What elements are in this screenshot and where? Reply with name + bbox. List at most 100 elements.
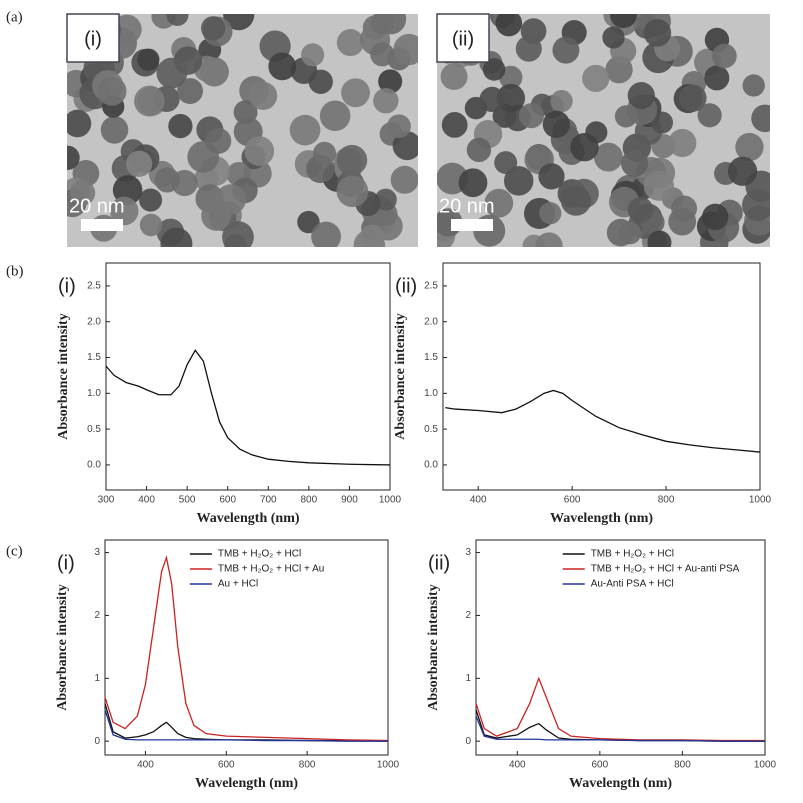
x-axis-label: Wavelength (nm) [569,776,672,791]
particle [627,82,655,110]
particle [582,64,610,93]
x-tick-label: 300 [98,495,115,506]
particle [621,149,649,177]
x-tick-label: 800 [299,760,316,771]
particle [154,167,180,193]
x-tick-label: 500 [179,495,196,506]
particle [643,170,674,201]
particle [643,18,672,47]
x-tick-label: 400 [137,760,154,771]
y-tick-label: 1 [94,673,100,684]
y-tick-label: 0 [465,736,471,747]
particle [741,189,770,222]
y-axis-label: Absorbance intensity [55,584,70,710]
particle [570,133,599,162]
x-tick-label: 400 [138,495,155,506]
particle [593,142,623,172]
particle [539,202,562,225]
particle [668,128,697,158]
x-tick-label: 800 [301,495,318,506]
y-tick-label: 1.0 [424,388,438,399]
particle [166,14,189,26]
scale-bar [81,219,123,231]
particle [495,14,523,37]
y-tick-label: 1.0 [87,388,101,399]
line-series [104,703,389,742]
particle [67,109,92,138]
particle [440,63,468,91]
y-axis-label: Absorbance intensity [426,584,441,710]
x-tick-label: 900 [341,495,358,506]
particle [671,195,698,222]
legend-label: TMB + H₂O₂ + HCl [591,549,674,560]
plot-frame [475,539,766,756]
y-tick-label: 0 [94,736,100,747]
y-tick-label: 2.0 [424,316,438,327]
particle [301,43,325,67]
x-tick-label: 600 [592,760,609,771]
particle [336,29,364,57]
particle [711,43,737,69]
legend-label: Au-Anti PSA + HCl [591,579,674,590]
line-series [105,349,391,466]
particle [70,180,96,206]
line-series [104,709,388,742]
line-series [475,715,765,742]
panel-label: (c) [6,543,23,559]
particle [100,116,129,144]
particle [109,196,139,226]
legend-label: TMB + H₂O₂ + HCl [218,549,301,560]
x-tick-label: 400 [509,760,526,771]
y-tick-label: 0.5 [87,424,101,435]
particle [201,16,226,41]
scale-bar-label: 20 nm [439,195,495,217]
particle [378,69,403,94]
particle [535,232,563,247]
particle [311,221,341,247]
particle [390,165,418,194]
particle [137,48,160,71]
particle [466,137,492,163]
particle [268,52,297,81]
particle [336,175,369,208]
particle [313,141,337,165]
y-tick-label: 0.0 [87,460,101,471]
y-tick-label: 1 [465,673,471,684]
particle [618,221,642,245]
particles [437,14,770,247]
x-tick-label: 400 [470,495,487,506]
particle [602,26,625,49]
y-axis-label: Absorbance intensity [393,313,408,439]
plot-frame [105,262,391,491]
x-tick-label: 1000 [754,760,777,771]
line-series [104,555,389,742]
particle [387,114,411,139]
particle [494,151,518,175]
label-box [66,13,120,63]
particle [139,188,163,212]
scale-bar [451,219,493,231]
particle [393,33,418,66]
particle [742,74,765,97]
particle [370,42,395,67]
particle [735,132,764,162]
y-tick-label: 3 [94,547,100,558]
x-axis-label: Wavelength (nm) [196,511,299,526]
line-series [475,676,765,742]
particle [727,156,758,186]
particle [392,131,418,161]
particle [336,144,368,176]
legend-label: Au + HCl [218,579,258,590]
particle [518,103,544,129]
particle [560,185,592,216]
y-tick-label: 2 [465,610,471,621]
particle [370,14,394,35]
particle [552,36,580,64]
particle [515,35,542,62]
particle [359,224,385,247]
particle [479,86,505,113]
particle [627,197,654,223]
particle [441,112,468,138]
x-tick-label: 600 [219,495,236,506]
